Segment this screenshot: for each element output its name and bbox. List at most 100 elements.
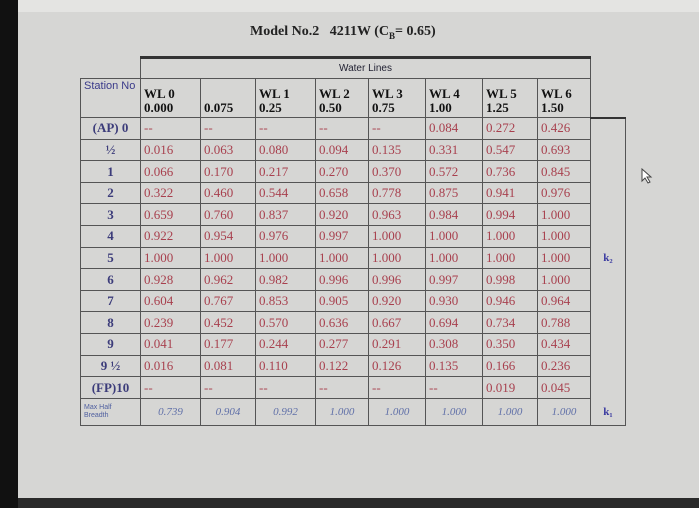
coef-value: = 0.65) bbox=[394, 24, 436, 39]
offset-value: 0.963 bbox=[368, 203, 426, 227]
station: ½ bbox=[80, 138, 141, 162]
station: 7 bbox=[80, 289, 141, 313]
data-row: 8 0.239 0.452 0.570 0.636 0.667 0.694 0.734 0.78… bbox=[80, 311, 626, 335]
offset-value: 1.000 bbox=[537, 203, 591, 227]
offset-value: 1.000 bbox=[425, 225, 483, 248]
station: 5 bbox=[80, 246, 141, 270]
side-cell bbox=[590, 182, 626, 204]
column-header: 0.075 bbox=[200, 78, 256, 119]
offset-value: 0.997 bbox=[425, 268, 483, 291]
offset-value: 1.000 bbox=[200, 246, 256, 270]
offset-value: 0.081 bbox=[200, 354, 256, 378]
footer-row: Max Half Breadth 0.739 0.904 0.992 1.000 1.00… bbox=[80, 397, 626, 426]
column-offset: 0.075 bbox=[204, 100, 234, 116]
blank bbox=[591, 79, 626, 118]
column-name: WL 1 bbox=[259, 86, 290, 102]
footer-value: 0.904 bbox=[200, 397, 256, 426]
data-row: 3 0.659 0.760 0.837 0.920 0.963 0.984 0.994 1.00… bbox=[80, 203, 626, 227]
offset-value: 0.019 bbox=[482, 376, 538, 399]
offset-value: 0.094 bbox=[315, 138, 369, 162]
footer-value: 0.739 bbox=[140, 397, 201, 426]
footer-label: Max Half Breadth bbox=[80, 397, 141, 426]
offset-value: 0.760 bbox=[200, 203, 256, 227]
offset-value: 0.547 bbox=[482, 138, 538, 162]
offset-value: 0.930 bbox=[425, 289, 483, 313]
offset-value: 0.045 bbox=[537, 376, 591, 399]
screen-bezel bbox=[0, 0, 18, 508]
offset-value: 0.016 bbox=[140, 138, 201, 162]
station: (AP) 0 bbox=[80, 117, 141, 140]
offset-value: 0.272 bbox=[482, 117, 538, 140]
side-cell bbox=[590, 225, 626, 248]
offset-value: 0.659 bbox=[140, 203, 201, 227]
offset-value: 0.667 bbox=[368, 311, 426, 335]
column-offset: 0.50 bbox=[319, 100, 342, 116]
offset-value: 0.572 bbox=[425, 160, 483, 183]
offset-value: 0.291 bbox=[368, 333, 426, 356]
column-offset: 1.25 bbox=[486, 100, 509, 116]
offset-value: 0.920 bbox=[368, 289, 426, 313]
column-header: WL 5 1.25 bbox=[482, 78, 538, 119]
offset-value: 0.658 bbox=[315, 181, 369, 205]
side-cell bbox=[590, 311, 626, 334]
side-cell bbox=[590, 203, 626, 226]
offset-value: 0.331 bbox=[425, 138, 483, 162]
offset-value: -- bbox=[255, 117, 316, 140]
offset-value: 0.694 bbox=[425, 311, 483, 335]
offset-value: 0.954 bbox=[200, 225, 256, 248]
station: 3 bbox=[80, 203, 141, 227]
offset-value: 0.460 bbox=[200, 181, 256, 205]
station: 8 bbox=[80, 311, 141, 335]
data-row: 9 0.041 0.177 0.244 0.277 0.291 0.308 0.350 0.43… bbox=[80, 333, 626, 356]
group-row: Water Lines bbox=[81, 55, 626, 80]
offset-value: -- bbox=[368, 376, 426, 399]
offset-value: 0.350 bbox=[482, 333, 538, 356]
column-header: WL 2 0.50 bbox=[315, 78, 369, 119]
offset-value: 0.997 bbox=[315, 225, 369, 248]
column-header: WL 3 0.75 bbox=[368, 78, 426, 119]
offset-value: 0.217 bbox=[255, 160, 316, 183]
blank bbox=[81, 58, 141, 79]
offset-value: 1.000 bbox=[537, 268, 591, 291]
offset-value: 0.946 bbox=[482, 289, 538, 313]
offset-value: -- bbox=[315, 117, 369, 140]
offset-value: 0.928 bbox=[140, 268, 201, 291]
offset-value: 0.135 bbox=[425, 354, 483, 378]
offset-value: 0.570 bbox=[255, 311, 316, 335]
column-header: WL 1 0.25 bbox=[255, 78, 316, 119]
data-row: 9 ½ 0.016 0.081 0.110 0.122 0.126 0.135 0.166 0.… bbox=[80, 354, 626, 378]
offset-value: 0.941 bbox=[482, 181, 538, 205]
column-offset: 0.000 bbox=[144, 100, 174, 116]
footer-value: 1.000 bbox=[368, 397, 426, 426]
offset-value: 1.000 bbox=[425, 246, 483, 270]
station: 2 bbox=[80, 181, 141, 205]
offset-value: -- bbox=[368, 117, 426, 140]
offset-value: 0.920 bbox=[315, 203, 369, 227]
column-offset: 1.50 bbox=[541, 100, 564, 116]
offset-value: 0.041 bbox=[140, 333, 201, 356]
data-row: 2 0.322 0.460 0.544 0.658 0.778 0.875 0.941 0.97… bbox=[80, 181, 626, 205]
offset-value: 0.063 bbox=[200, 138, 256, 162]
offset-value: 0.066 bbox=[140, 160, 201, 183]
offset-value: 0.177 bbox=[200, 333, 256, 356]
offset-value: 0.998 bbox=[482, 268, 538, 291]
offset-value: 0.693 bbox=[537, 138, 591, 162]
side-cell bbox=[590, 355, 626, 377]
offset-value: 0.922 bbox=[140, 225, 201, 248]
offset-value: 0.544 bbox=[255, 181, 316, 205]
footer-value: 1.000 bbox=[482, 397, 538, 426]
column-header: Station No bbox=[80, 78, 141, 119]
offset-value: 0.322 bbox=[140, 181, 201, 205]
offset-value: 1.000 bbox=[255, 246, 316, 270]
station: 9 bbox=[80, 333, 141, 356]
offset-value: -- bbox=[255, 376, 316, 399]
offset-value: 0.845 bbox=[537, 160, 591, 183]
station: 9 ½ bbox=[80, 354, 141, 378]
offset-value: -- bbox=[425, 376, 483, 399]
offset-value: 0.996 bbox=[315, 268, 369, 291]
side-label: k₂ bbox=[590, 247, 626, 269]
offset-value: 0.964 bbox=[537, 289, 591, 313]
offset-value: 0.126 bbox=[368, 354, 426, 378]
offset-value: 0.984 bbox=[425, 203, 483, 227]
footer-value: 1.000 bbox=[425, 397, 483, 426]
